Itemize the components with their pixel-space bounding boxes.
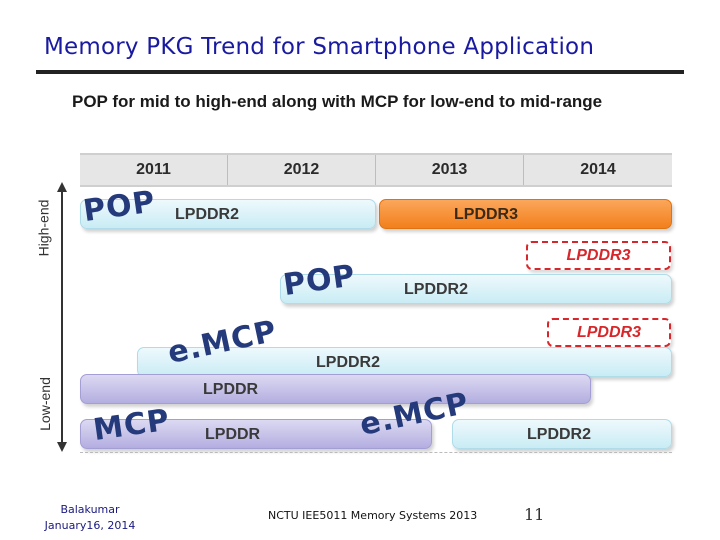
bar-label: LPDDR2 bbox=[404, 281, 469, 298]
footer-date: January16, 2014 bbox=[44, 519, 136, 532]
axis-label-low-end: Low-end bbox=[36, 377, 53, 431]
bar-label: LPDDR2 bbox=[175, 206, 240, 223]
bar-label: LPDDR bbox=[203, 381, 259, 398]
bar-emcp-lpddr2: LPDDR2 bbox=[137, 347, 672, 377]
year-2011: 2011 bbox=[80, 155, 228, 185]
vertical-axis-arrow bbox=[57, 182, 67, 452]
year-header: 2011 2012 2013 2014 bbox=[80, 153, 672, 187]
bar-label: LPDDR bbox=[205, 426, 261, 443]
future-lpddr3-emcp: LPDDR3 bbox=[547, 318, 671, 347]
bar-mcp-lpddr: LPDDR bbox=[80, 419, 432, 449]
bar-pop-high-lpddr2: LPDDR2 bbox=[80, 199, 376, 229]
footer-author: Balakumar bbox=[60, 503, 120, 516]
bar-label: LPDDR2 bbox=[527, 426, 592, 443]
footer-author-date: Balakumar January16, 2014 bbox=[30, 502, 150, 534]
bar-pop-high-lpddr3: LPDDR3 bbox=[379, 199, 672, 229]
title-divider bbox=[36, 70, 684, 74]
year-2012: 2012 bbox=[228, 155, 376, 185]
year-2014: 2014 bbox=[580, 161, 616, 178]
diagram-subtitle: POP for mid to high-end along with MCP f… bbox=[72, 92, 603, 111]
bar-label: LPDDR2 bbox=[316, 354, 381, 371]
page-number: 11 bbox=[524, 505, 545, 524]
future-lpddr3-pop: LPDDR3 bbox=[526, 241, 671, 270]
year-2013: 2013 bbox=[376, 155, 524, 185]
slide-title: Memory PKG Trend for Smartphone Applicat… bbox=[44, 34, 595, 60]
footer-course: NCTU IEE5011 Memory Systems 2013 bbox=[268, 509, 478, 522]
bar-emcp-low-lpddr2: LPDDR2 bbox=[452, 419, 672, 449]
bar-lpddr-low: LPDDR bbox=[80, 374, 591, 404]
baseline bbox=[80, 452, 672, 453]
bar-label: LPDDR3 bbox=[454, 206, 519, 223]
axis-label-high-end: High-end bbox=[35, 199, 52, 257]
bar-pop-mid-lpddr2: LPDDR2 bbox=[280, 274, 672, 304]
